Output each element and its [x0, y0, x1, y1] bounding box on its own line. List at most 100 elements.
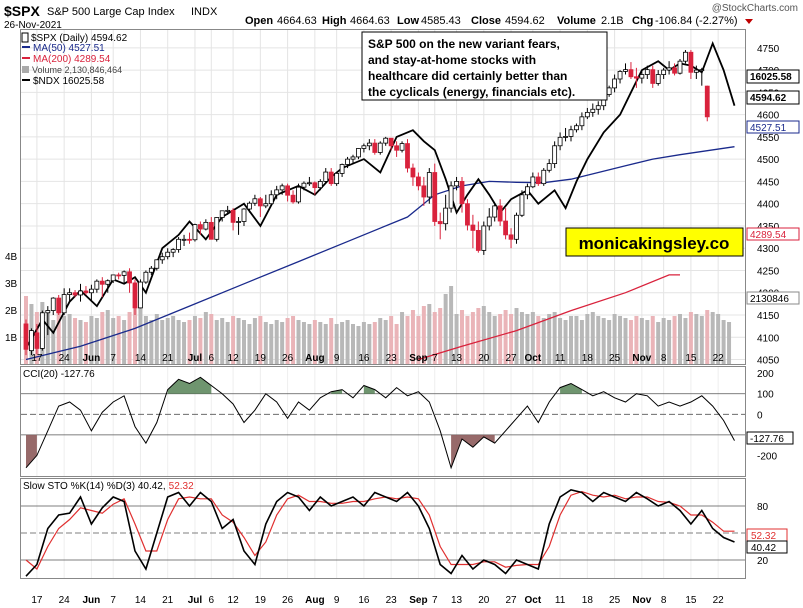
- price-tick-label: 4100: [757, 333, 780, 344]
- volume-bar: [699, 316, 704, 364]
- cci-negative-area: [26, 434, 37, 468]
- cci-tick-label: 100: [757, 390, 774, 401]
- volume-bar: [340, 322, 345, 364]
- chg-value: -106.84 (-2.27%): [655, 15, 738, 27]
- date-label: 9: [334, 353, 340, 364]
- volume-bar: [394, 324, 399, 364]
- candle-body: [366, 142, 372, 147]
- volume-bar: [590, 312, 595, 364]
- legend-price: $SPX (Daily) 4594.62: [31, 33, 128, 44]
- cci-positive-area: [331, 389, 343, 394]
- annotation-line-2: and stay-at-home stocks with: [368, 53, 536, 67]
- date-label: 13: [451, 353, 463, 364]
- date-label: 17: [31, 595, 43, 606]
- badge-close: [746, 90, 800, 105]
- volume-bar: [165, 318, 170, 364]
- date-label: 18: [582, 353, 594, 364]
- candle-body: [465, 203, 470, 226]
- volume-bar: [389, 316, 394, 364]
- volume-bar: [291, 316, 296, 364]
- candle-body: [448, 185, 454, 209]
- date-label: 24: [59, 595, 71, 606]
- volume-bar: [258, 316, 263, 364]
- volume-bar: [623, 318, 628, 364]
- date-label: 12: [228, 353, 240, 364]
- volume-bar: [372, 322, 377, 364]
- volume-bar: [465, 316, 470, 364]
- volume-bar: [628, 320, 633, 364]
- candle-body: [279, 185, 285, 191]
- candle-body: [563, 136, 568, 138]
- volume-bar: [470, 312, 475, 364]
- volume-tick-label: 1B: [5, 333, 18, 344]
- date-label: 8: [661, 353, 667, 364]
- candle-body: [377, 142, 383, 153]
- volume-bar: [307, 324, 312, 364]
- candle-body: [181, 238, 187, 241]
- price-legend-swatch: [21, 32, 29, 43]
- volume-bar: [574, 316, 579, 364]
- candle-body: [650, 69, 656, 84]
- candle-body: [45, 310, 51, 314]
- date-label: 22: [713, 595, 725, 606]
- volume-bar: [263, 322, 268, 364]
- candle-body: [693, 69, 699, 73]
- date-label: 7: [432, 353, 438, 364]
- legend-ma50: MA(50) 4527.51: [33, 43, 105, 54]
- candle-body: [268, 194, 274, 205]
- annotation-box: S&P 500 on the new variant fears, and st…: [361, 31, 608, 101]
- candle-body: [247, 202, 252, 210]
- date-label: 23: [386, 595, 398, 606]
- candle-body: [225, 209, 231, 212]
- annotation-line-4: the cyclicals (energy, financials etc).: [368, 85, 575, 99]
- candle-body: [290, 194, 296, 203]
- candle-body: [672, 67, 677, 74]
- volume-bar: [639, 318, 644, 364]
- volume-bar: [530, 312, 535, 364]
- date-label: Nov: [632, 595, 651, 606]
- volume-bar: [312, 320, 317, 364]
- volume-bar: [683, 318, 688, 364]
- candle-body: [666, 67, 672, 71]
- stockcharts-credit: @StockCharts.com: [712, 3, 798, 14]
- date-label: 14: [135, 595, 147, 606]
- volume-bar: [198, 318, 203, 364]
- candle-body: [241, 208, 247, 222]
- candle-body: [454, 181, 459, 187]
- volume-bar: [650, 316, 655, 364]
- annotation-line-3: healthcare did certainly better than: [368, 69, 567, 83]
- candle-body: [345, 158, 350, 165]
- candle-body: [50, 297, 56, 311]
- volume-bar: [252, 318, 257, 364]
- candle-body: [519, 194, 525, 216]
- candle-body: [644, 69, 650, 75]
- candle-body: [497, 205, 503, 222]
- volume-bar: [122, 320, 127, 364]
- volume-tick-label: 4B: [5, 252, 18, 263]
- candle-body: [688, 51, 694, 73]
- candle-body: [214, 217, 220, 240]
- volume-bar: [552, 312, 557, 364]
- volume-tick-label: 2B: [5, 306, 18, 317]
- volume-bar: [242, 320, 246, 364]
- date-label: Jul: [188, 595, 203, 606]
- volume-bar: [78, 320, 83, 364]
- volume-bar: [89, 316, 94, 364]
- date-label: Sep: [409, 353, 427, 364]
- candle-body: [410, 167, 416, 178]
- price-tick-label: 4300: [757, 244, 780, 255]
- date-label: 22: [713, 353, 725, 364]
- volume-bar: [716, 314, 721, 364]
- candle-body: [486, 216, 492, 227]
- volume-bar: [111, 318, 116, 364]
- volume-bar: [356, 326, 361, 364]
- candlesticks: [23, 50, 710, 356]
- volume-bar: [661, 318, 666, 364]
- volume-bar: [296, 320, 301, 364]
- badge-ndx-text: 16025.58: [750, 72, 792, 83]
- candle-body: [415, 176, 421, 187]
- cci-tick-label: 0: [757, 410, 763, 421]
- candle-body: [170, 249, 176, 253]
- candle-body: [677, 60, 683, 74]
- close-label: Close: [471, 15, 501, 27]
